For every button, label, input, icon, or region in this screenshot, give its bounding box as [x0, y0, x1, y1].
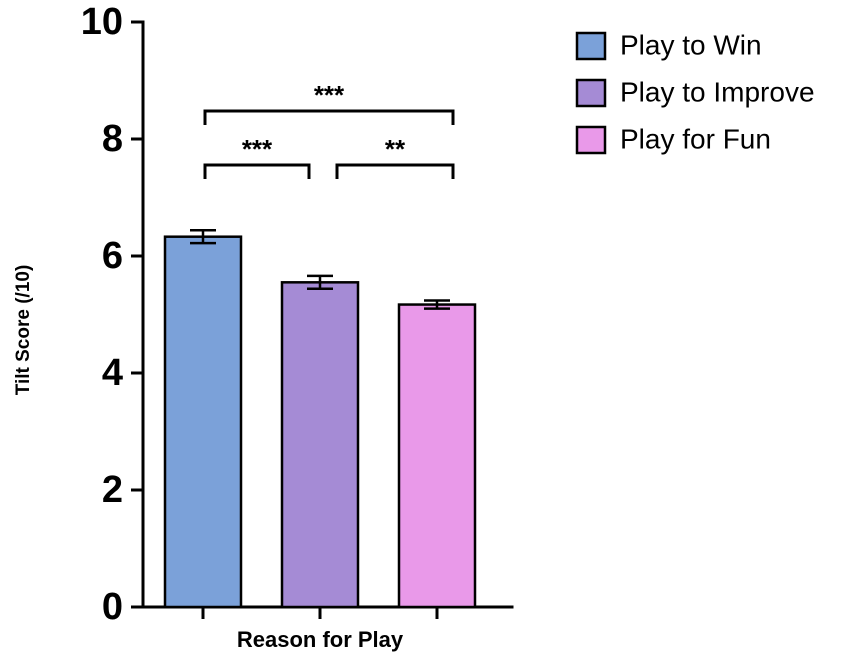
- y-tick-label: 2: [102, 469, 123, 511]
- bar: [397, 303, 477, 609]
- y-tick-label: 8: [102, 118, 123, 160]
- error-bar: [307, 274, 333, 291]
- legend-label: Play to Win: [620, 29, 762, 60]
- legend-label: Play for Fun: [620, 123, 771, 154]
- legend-swatch: [575, 78, 607, 108]
- significance-bracket: [203, 109, 455, 125]
- significance-bracket: [203, 163, 311, 179]
- error-bar: [190, 229, 216, 245]
- legend-swatch: [575, 125, 607, 155]
- significance-bracket: [335, 163, 455, 179]
- significance-label: ***: [242, 134, 273, 164]
- y-tick-label: 10: [81, 1, 123, 43]
- y-tick-label: 0: [102, 586, 123, 628]
- y-axis-label: Tilt Score (/10): [13, 265, 34, 396]
- error-bar: [424, 299, 450, 310]
- legend-swatch: [575, 31, 607, 61]
- y-tick-label: 6: [102, 235, 123, 277]
- significance-label: ***: [314, 80, 345, 110]
- x-axis-label: Reason for Play: [237, 627, 404, 652]
- significance-label: **: [385, 134, 406, 164]
- bar: [280, 281, 360, 609]
- legend-label: Play to Improve: [620, 76, 815, 107]
- bar: [163, 235, 243, 609]
- y-tick-label: 4: [102, 352, 123, 394]
